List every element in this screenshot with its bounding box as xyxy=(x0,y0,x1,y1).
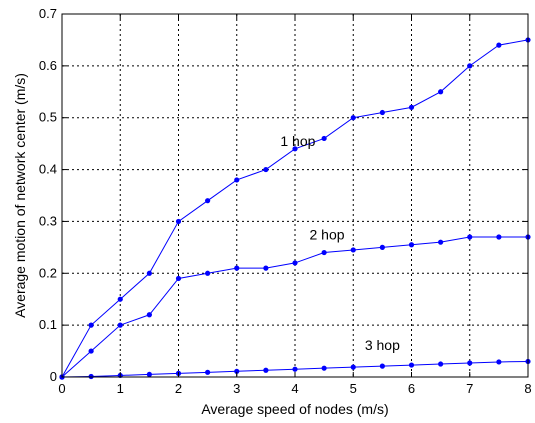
data-point xyxy=(263,265,269,271)
y-tick-label: 0 xyxy=(50,369,57,384)
x-tick-label: 5 xyxy=(350,381,357,396)
data-point xyxy=(234,177,240,183)
data-point xyxy=(438,361,444,367)
data-point xyxy=(117,322,123,328)
y-tick-label: 0.5 xyxy=(39,110,57,125)
data-point xyxy=(379,109,385,116)
data-point xyxy=(321,249,327,256)
y-tick-label: 0.4 xyxy=(39,162,57,177)
data-point xyxy=(438,239,444,245)
series-label: 2 hop xyxy=(310,227,345,243)
data-point xyxy=(408,104,415,110)
data-point xyxy=(292,366,298,372)
series-label: 3 hop xyxy=(365,337,400,353)
data-point xyxy=(205,198,211,204)
data-point xyxy=(379,244,385,250)
data-point xyxy=(292,146,298,152)
data-point xyxy=(88,348,94,354)
data-point xyxy=(292,260,298,266)
series-labels: 1 hop 2 hop 3 hop xyxy=(280,133,400,353)
y-tick-label: 0.6 xyxy=(39,58,57,73)
y-axis-label: Average motion of network center (m/s) xyxy=(12,73,28,318)
x-tick-label: 3 xyxy=(233,381,240,396)
x-tick-label: 8 xyxy=(524,381,531,396)
data-point xyxy=(205,369,211,375)
x-axis-label: Average speed of nodes (m/s) xyxy=(201,401,388,417)
y-tick-label: 0.1 xyxy=(39,317,57,332)
data-point xyxy=(350,115,356,121)
data-point xyxy=(379,363,385,369)
data-point xyxy=(438,89,444,95)
data-point xyxy=(146,270,152,276)
x-tick-label: 7 xyxy=(466,381,473,396)
data-point xyxy=(467,234,473,240)
data-point xyxy=(263,166,269,173)
data-point xyxy=(350,364,356,370)
data-point xyxy=(175,218,182,225)
x-tick-label: 0 xyxy=(58,381,65,396)
data-point xyxy=(88,373,94,380)
series-layer xyxy=(59,37,531,380)
data-point xyxy=(467,360,473,366)
series-1-hop xyxy=(59,37,531,380)
series-2-hop xyxy=(59,234,531,380)
x-tick-label: 4 xyxy=(291,381,298,396)
data-point xyxy=(234,368,240,374)
data-point xyxy=(205,270,211,276)
y-tick-label: 0.3 xyxy=(39,213,57,228)
grid-lines xyxy=(62,14,528,377)
data-point xyxy=(496,234,502,240)
x-tick-label: 1 xyxy=(117,381,124,396)
data-point xyxy=(350,247,356,253)
data-point xyxy=(146,371,152,378)
data-point xyxy=(321,135,327,142)
data-point xyxy=(496,42,502,48)
data-point xyxy=(175,275,182,282)
data-point xyxy=(467,63,473,69)
x-tick-label: 2 xyxy=(175,381,182,396)
data-point xyxy=(408,362,415,368)
data-point xyxy=(496,359,502,365)
data-point xyxy=(88,322,94,328)
series-label: 1 hop xyxy=(280,133,315,149)
data-point xyxy=(408,242,415,248)
data-point xyxy=(263,367,269,373)
data-point xyxy=(321,365,327,371)
y-tick-label: 0.7 xyxy=(39,6,57,21)
x-tick-label: 6 xyxy=(408,381,415,396)
data-point xyxy=(117,296,123,302)
axis-ticks: 0 1 2 3 4 5 6 7 8 0 0.1 0.2 0.3 0.4 0.5 0.6 0.7 xyxy=(39,6,532,396)
data-point xyxy=(234,265,240,271)
y-tick-label: 0.2 xyxy=(39,265,57,280)
data-point xyxy=(146,312,152,318)
